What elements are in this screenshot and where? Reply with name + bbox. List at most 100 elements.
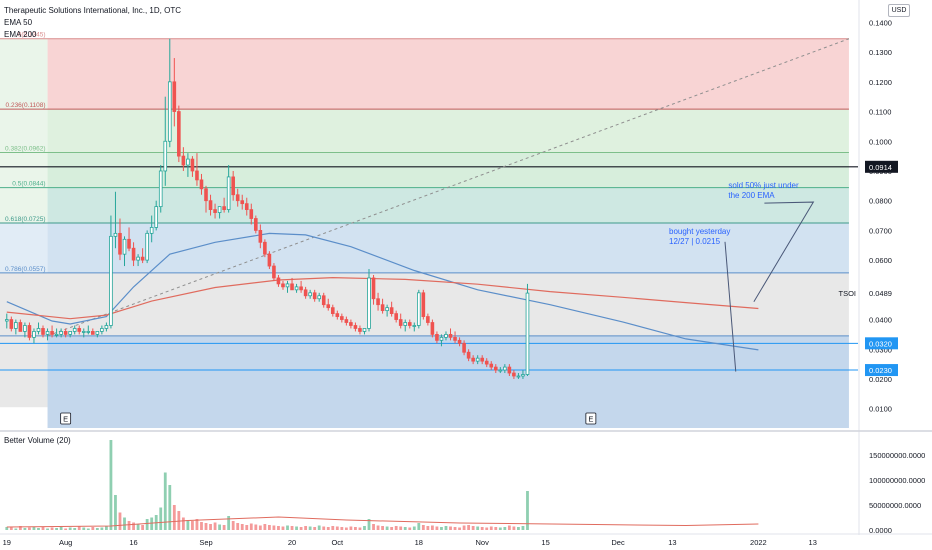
candle-body (426, 316, 430, 323)
price-axis-tick: 0.1000 (869, 137, 892, 146)
volume-bar (399, 526, 403, 530)
candle-body (136, 256, 140, 261)
volume-bar (417, 523, 421, 530)
volume-bar (263, 524, 267, 530)
candle (36, 322, 41, 335)
earnings-marker-0 (60, 412, 72, 425)
volume-bar (150, 517, 154, 530)
volume-bar (326, 527, 330, 530)
candle-body (421, 292, 426, 317)
candle-body (330, 307, 335, 314)
candle (149, 215, 154, 243)
candle (272, 263, 276, 281)
candle-body (371, 277, 376, 300)
volume-bar (240, 524, 244, 530)
candle-body (299, 286, 303, 291)
volume-bar (59, 527, 63, 530)
time-axis-tick: Aug (59, 538, 72, 547)
candle-body (521, 374, 525, 377)
candle-body (448, 333, 453, 338)
volume-bar (109, 440, 113, 530)
candle-body (362, 328, 367, 332)
candle (394, 310, 398, 323)
indicator-ema50-label[interactable]: EMA 50 (4, 18, 33, 27)
volume-bar (462, 525, 466, 530)
candle-body (4, 319, 9, 322)
volume-bar (503, 527, 507, 530)
volume-axis-tick: 150000000.0000 (869, 451, 925, 460)
candle-body (81, 331, 86, 333)
time-axis-tick: Sep (199, 538, 212, 547)
candle-body (308, 292, 312, 297)
candle (512, 370, 516, 379)
candle (430, 319, 435, 338)
volume-bar (123, 517, 126, 530)
volume-bar (507, 525, 511, 530)
candle (72, 325, 77, 335)
candle (54, 328, 59, 338)
volume-bar (376, 525, 380, 530)
candle (254, 215, 258, 234)
chart-title: Therapeutic Solutions International, Inc… (4, 6, 181, 15)
candle (263, 239, 267, 258)
candle (113, 191, 118, 249)
volume-bar (46, 528, 49, 530)
volume-bar (218, 524, 221, 530)
candle-body (181, 155, 186, 166)
candle (59, 328, 63, 338)
candle (498, 367, 503, 374)
volume-bar (136, 524, 140, 530)
volume-bar (213, 522, 217, 530)
candle (525, 283, 530, 376)
candle (140, 248, 145, 264)
candle (167, 38, 172, 148)
candle-body (36, 328, 41, 332)
volume-bar (254, 524, 258, 530)
volume-bar (37, 528, 40, 530)
candle (145, 230, 149, 264)
candle-body (349, 322, 353, 326)
candle (131, 242, 136, 267)
currency-button[interactable]: USD (888, 4, 910, 17)
indicator-ema200-label[interactable]: EMA 200 (4, 30, 37, 39)
price-axis-tick: 0.1300 (869, 48, 892, 57)
candle-body (312, 292, 317, 300)
candle-body (358, 328, 362, 332)
volume-bar (77, 526, 81, 530)
candle (281, 280, 285, 290)
candle-body (407, 322, 412, 326)
candle-body (493, 366, 498, 371)
candle (421, 289, 426, 320)
candle (91, 328, 95, 335)
candle-body (376, 298, 380, 306)
fib-zone-1 (47, 335, 849, 428)
candle-body (217, 206, 222, 213)
candle (4, 313, 9, 329)
volume-axis-tick: 100000000.0000 (869, 476, 925, 485)
volume-bar (295, 526, 298, 530)
volume-bar (304, 526, 308, 530)
candle-body (77, 328, 82, 332)
volume-bar (403, 527, 407, 530)
volume-bar (168, 485, 172, 530)
candle (385, 304, 389, 317)
volume-bar (100, 527, 104, 530)
candle (344, 316, 349, 326)
volume-bar (458, 527, 461, 530)
candle-body (131, 247, 136, 261)
volume-bar (340, 527, 344, 530)
candle-body (222, 206, 226, 210)
volume-bar (363, 526, 366, 530)
volume-bar (82, 527, 86, 530)
candle-body (95, 331, 100, 335)
candle (14, 319, 18, 335)
candle-body (158, 170, 163, 208)
candle-body (398, 319, 403, 326)
candle-body (353, 325, 358, 329)
candle (118, 218, 122, 261)
volume-indicator-title[interactable]: Better Volume (20) (4, 436, 71, 445)
volume-bar (18, 526, 22, 530)
candle (358, 325, 362, 335)
